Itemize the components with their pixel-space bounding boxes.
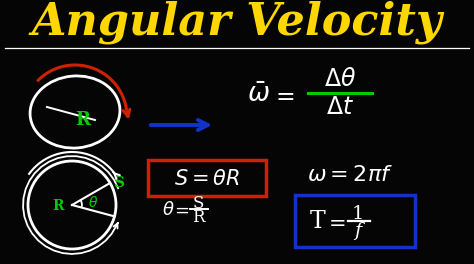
Text: S: S xyxy=(114,176,125,190)
Text: $\Delta\theta$: $\Delta\theta$ xyxy=(324,68,356,92)
Text: 1: 1 xyxy=(352,205,364,223)
Text: R: R xyxy=(75,111,91,129)
Text: f: f xyxy=(355,222,362,240)
Bar xyxy=(148,160,266,196)
Text: $\theta$: $\theta$ xyxy=(162,201,174,219)
Text: $\theta$: $\theta$ xyxy=(88,195,98,210)
Text: $=$: $=$ xyxy=(324,213,346,232)
Text: $\Delta t$: $\Delta t$ xyxy=(326,97,354,120)
Text: R: R xyxy=(192,209,204,225)
Text: $S = \theta R$: $S = \theta R$ xyxy=(174,169,240,189)
Text: R: R xyxy=(52,199,64,213)
Text: $\omega = 2\pi f$: $\omega = 2\pi f$ xyxy=(307,164,393,186)
Text: $=$: $=$ xyxy=(271,83,295,106)
Text: Angular Velocity: Angular Velocity xyxy=(32,0,442,44)
Text: $\bar{\omega}$: $\bar{\omega}$ xyxy=(246,82,269,107)
Text: S: S xyxy=(192,195,204,211)
Bar xyxy=(295,195,415,247)
Text: $=$: $=$ xyxy=(171,201,189,219)
Text: T: T xyxy=(310,210,326,233)
